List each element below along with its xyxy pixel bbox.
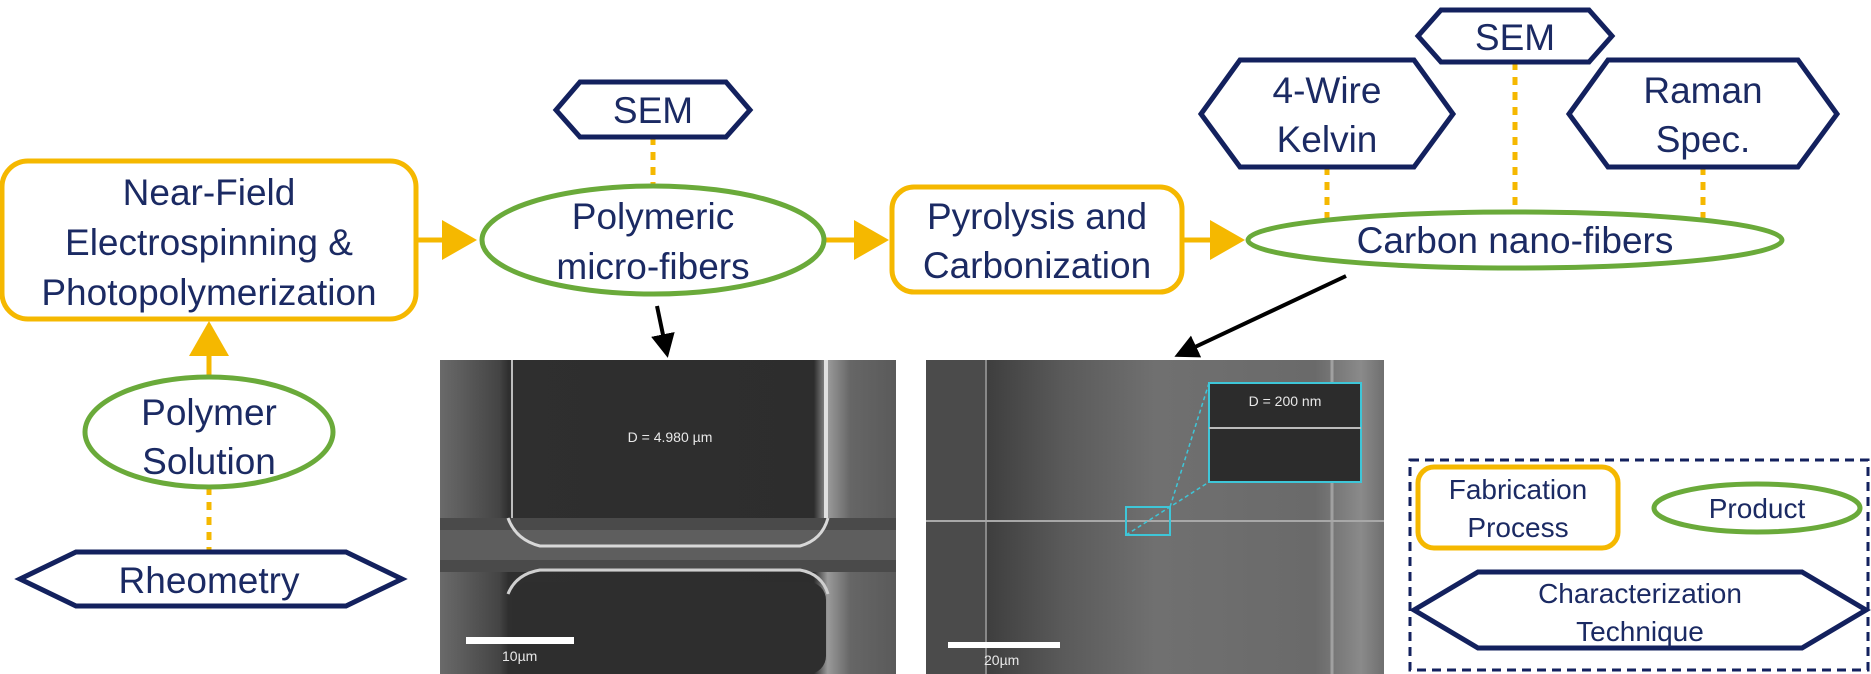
inset-zoom-box: [1208, 382, 1362, 483]
sem-micrograph-carbon: D = 200 nm 20µm: [926, 360, 1384, 674]
pyrolysis-label-line-1: Pyrolysis and: [927, 196, 1147, 237]
pyrolysis-label-line-2: Carbonization: [923, 245, 1151, 286]
micrograph-right-scale-label: 20µm: [984, 652, 1019, 668]
carbon-fibers-label: Carbon nano-fibers: [1357, 220, 1674, 261]
nfes-process-box: Near-Field Electrospinning & Photopolyme…: [0, 158, 419, 322]
arrow-fibers-to-micrograph: [651, 305, 675, 358]
polymeric-fibers-line-2: micro-fibers: [556, 246, 749, 287]
four-wire-kelvin-technique: 4-Wire Kelvin: [1197, 57, 1457, 170]
inset-selection-box: [1125, 506, 1171, 536]
four-wire-line-2: Kelvin: [1277, 119, 1378, 160]
legend-technique-line-2: Technique: [1576, 616, 1704, 647]
sem-technique-2: SEM: [1414, 7, 1616, 65]
micrograph-left-scale-bar: [466, 637, 574, 644]
nfes-label-line-3: Photopolymerization: [41, 272, 376, 313]
connectors: [189, 62, 1706, 552]
micrograph-left-scale-label: 10µm: [502, 648, 537, 664]
micrograph-right-scale-bar: [948, 642, 1060, 648]
raman-line-2: Spec.: [1656, 119, 1751, 160]
rheometry-technique: Rheometry: [14, 549, 408, 609]
sem-technique-1: SEM: [552, 79, 754, 140]
sem-1-label: SEM: [613, 90, 693, 131]
legend-process-line-1: Fabrication: [1449, 474, 1588, 505]
polymeric-fibers-product: Polymeric micro-fibers: [479, 183, 827, 297]
pyrolysis-process-box: Pyrolysis and Carbonization: [889, 184, 1185, 295]
raman-technique: Raman Spec.: [1565, 57, 1841, 170]
four-wire-line-1: 4-Wire: [1273, 70, 1382, 111]
polymer-solution-line-2: Solution: [142, 441, 276, 482]
nfes-label-line-2: Electrospinning &: [65, 222, 353, 263]
carbon-fibers-product: Carbon nano-fibers: [1245, 209, 1785, 271]
legend-process: Fabrication Process: [1415, 464, 1621, 551]
raman-line-1: Raman: [1643, 70, 1762, 111]
nfes-label-line-1: Near-Field: [123, 172, 296, 213]
legend-product: Product: [1651, 481, 1863, 535]
sem-2-label: SEM: [1475, 17, 1555, 58]
micrograph-left-diameter: D = 4.980 µm: [628, 429, 713, 445]
legend: Fabrication Process Product Characteriza…: [1408, 458, 1871, 672]
legend-technique-line-1: Characterization: [1538, 578, 1742, 609]
legend-product-label: Product: [1709, 493, 1806, 524]
sem-micrograph-polymeric: D = 4.980 µm 10µm: [440, 360, 896, 674]
arrow-carbon-to-micrograph: [1174, 274, 1347, 358]
legend-technique: Characterization Technique: [1409, 569, 1871, 651]
legend-process-line-2: Process: [1467, 512, 1568, 543]
rheometry-label: Rheometry: [119, 560, 300, 601]
micrograph-right-diameter: D = 200 nm: [1249, 393, 1322, 409]
polymer-solution-product: Polymer Solution: [82, 374, 336, 490]
polymeric-fibers-line-1: Polymeric: [572, 196, 734, 237]
polymer-solution-line-1: Polymer: [141, 392, 277, 433]
